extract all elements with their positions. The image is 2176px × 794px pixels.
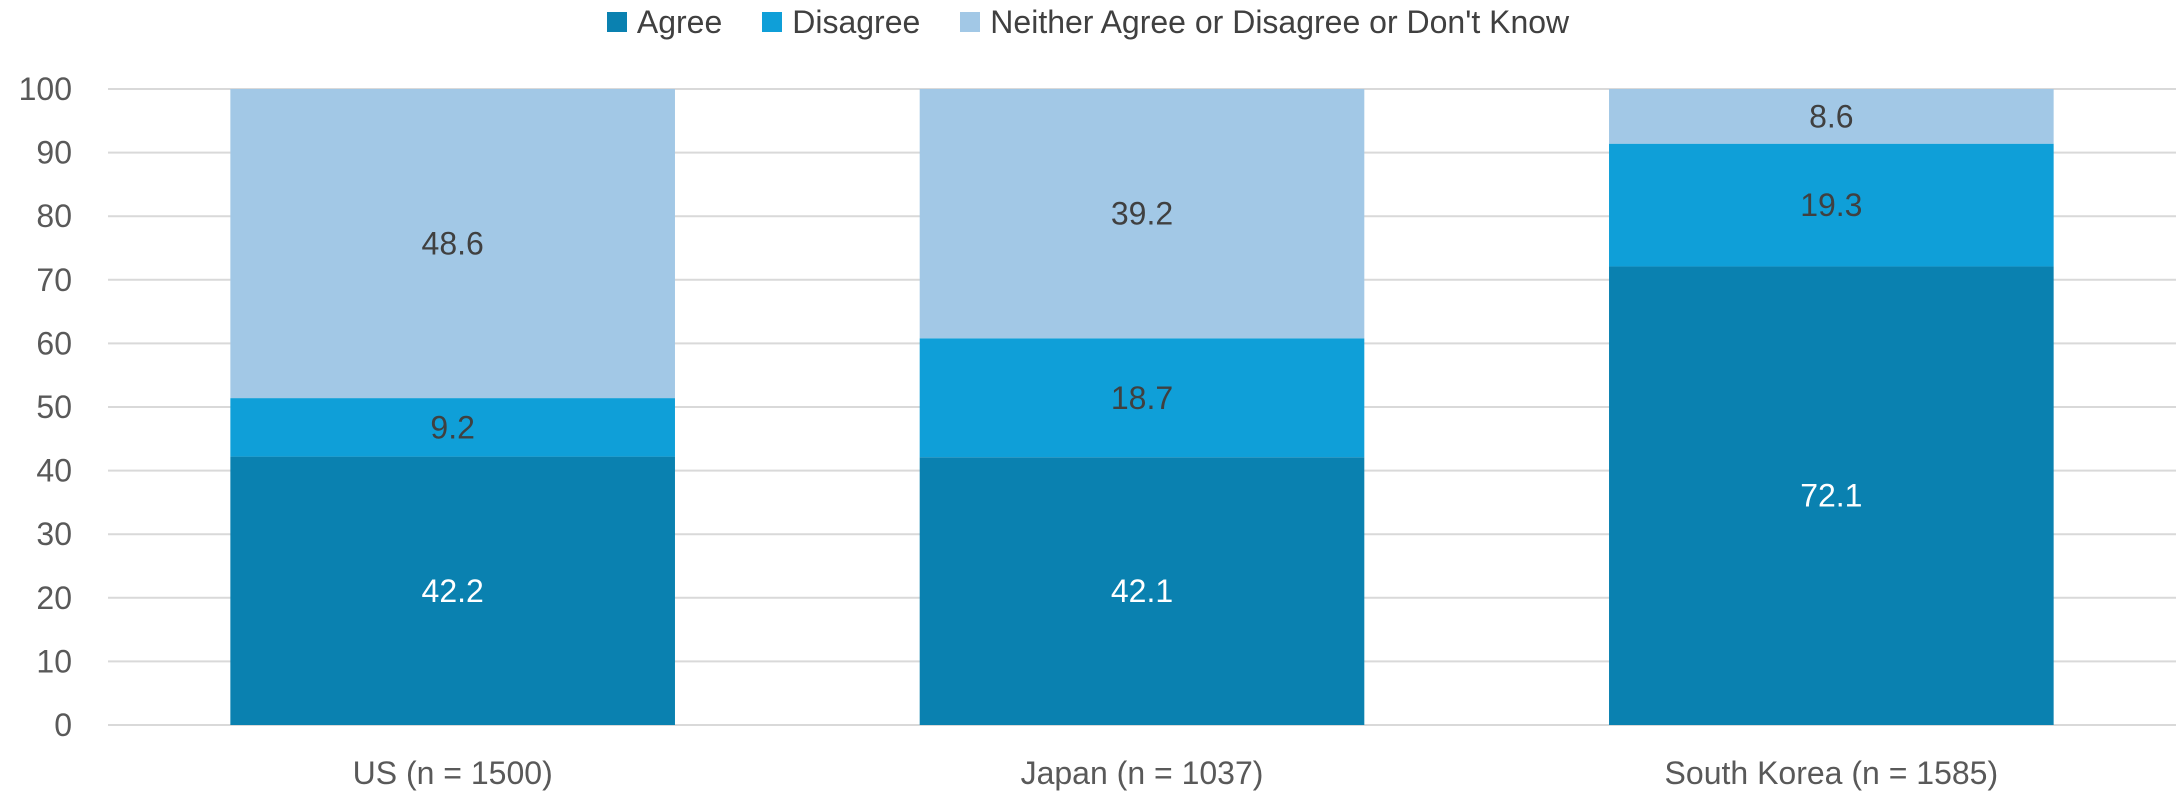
y-tick-label: 50 bbox=[36, 389, 72, 425]
legend-item-agree: Agree bbox=[606, 3, 723, 41]
data-labels: 42.2 9.2 48.6 42.1 18.7 39.2 72.1 19.3 8.6 bbox=[422, 98, 1863, 609]
y-tick-label: 0 bbox=[54, 707, 72, 743]
bar-disagree-us bbox=[230, 398, 675, 457]
data-label: 42.2 bbox=[422, 573, 484, 609]
x-tick-label: South Korea (n = 1585) bbox=[1665, 755, 1999, 791]
legend-swatch bbox=[960, 12, 981, 32]
data-label: 72.1 bbox=[1800, 478, 1862, 514]
legend-label: Neither Agree or Disagree or Don't Know bbox=[990, 3, 1570, 40]
legend-swatch bbox=[762, 12, 783, 32]
data-label: 42.1 bbox=[1111, 573, 1173, 609]
bar-neither-agree-or-disagree-or-don-t-know-us bbox=[230, 89, 675, 399]
data-label: 8.6 bbox=[1809, 98, 1853, 134]
legend-swatch bbox=[606, 12, 627, 32]
bar-disagree-south-korea bbox=[1609, 143, 2054, 267]
x-tick-label: Japan (n = 1037) bbox=[1021, 755, 1264, 791]
y-tick-label: 100 bbox=[19, 71, 72, 107]
x-axis-ticks: US (n = 1500) Japan (n = 1037) South Korea… bbox=[353, 755, 1999, 791]
data-label: 9.2 bbox=[430, 409, 474, 445]
legend-item-neither-agree-or-disagree-or-don-t-know: Neither Agree or Disagree or Don't Know bbox=[960, 4, 1569, 41]
bar-agree-south-korea bbox=[1609, 266, 2054, 725]
data-label: 39.2 bbox=[1111, 196, 1173, 232]
bar-neither-agree-or-disagree-or-don-t-know-south-korea bbox=[1609, 89, 2054, 144]
legend-item-disagree: Disagree bbox=[762, 4, 920, 41]
bar-neither-agree-or-disagree-or-don-t-know-japan bbox=[919, 89, 1365, 339]
y-tick-label: 20 bbox=[36, 580, 72, 616]
legend-label: Agree bbox=[636, 3, 723, 40]
data-label: 48.6 bbox=[422, 226, 484, 262]
y-tick-label: 80 bbox=[36, 198, 72, 234]
y-tick-label: 60 bbox=[36, 325, 72, 361]
data-label: 18.7 bbox=[1111, 380, 1173, 416]
data-label: 19.3 bbox=[1800, 187, 1862, 223]
y-tick-label: 30 bbox=[36, 516, 72, 552]
bar-disagree-japan bbox=[919, 338, 1365, 458]
y-tick-label: 90 bbox=[36, 135, 72, 171]
x-tick-label: US (n = 1500) bbox=[353, 755, 553, 791]
bars bbox=[230, 89, 2054, 725]
bar-agree-us bbox=[230, 456, 675, 725]
y-tick-label: 40 bbox=[36, 453, 72, 489]
y-tick-label: 10 bbox=[36, 643, 72, 679]
chart-legend: Agree Disagree Neither Agree or Disagree o… bbox=[0, 0, 2176, 44]
y-axis-ticks: 0 10 20 30 40 50 60 70 80 90 100 bbox=[19, 71, 72, 743]
y-tick-label: 70 bbox=[36, 262, 72, 298]
bar-agree-japan bbox=[919, 457, 1365, 725]
legend-label: Disagree bbox=[792, 3, 921, 40]
